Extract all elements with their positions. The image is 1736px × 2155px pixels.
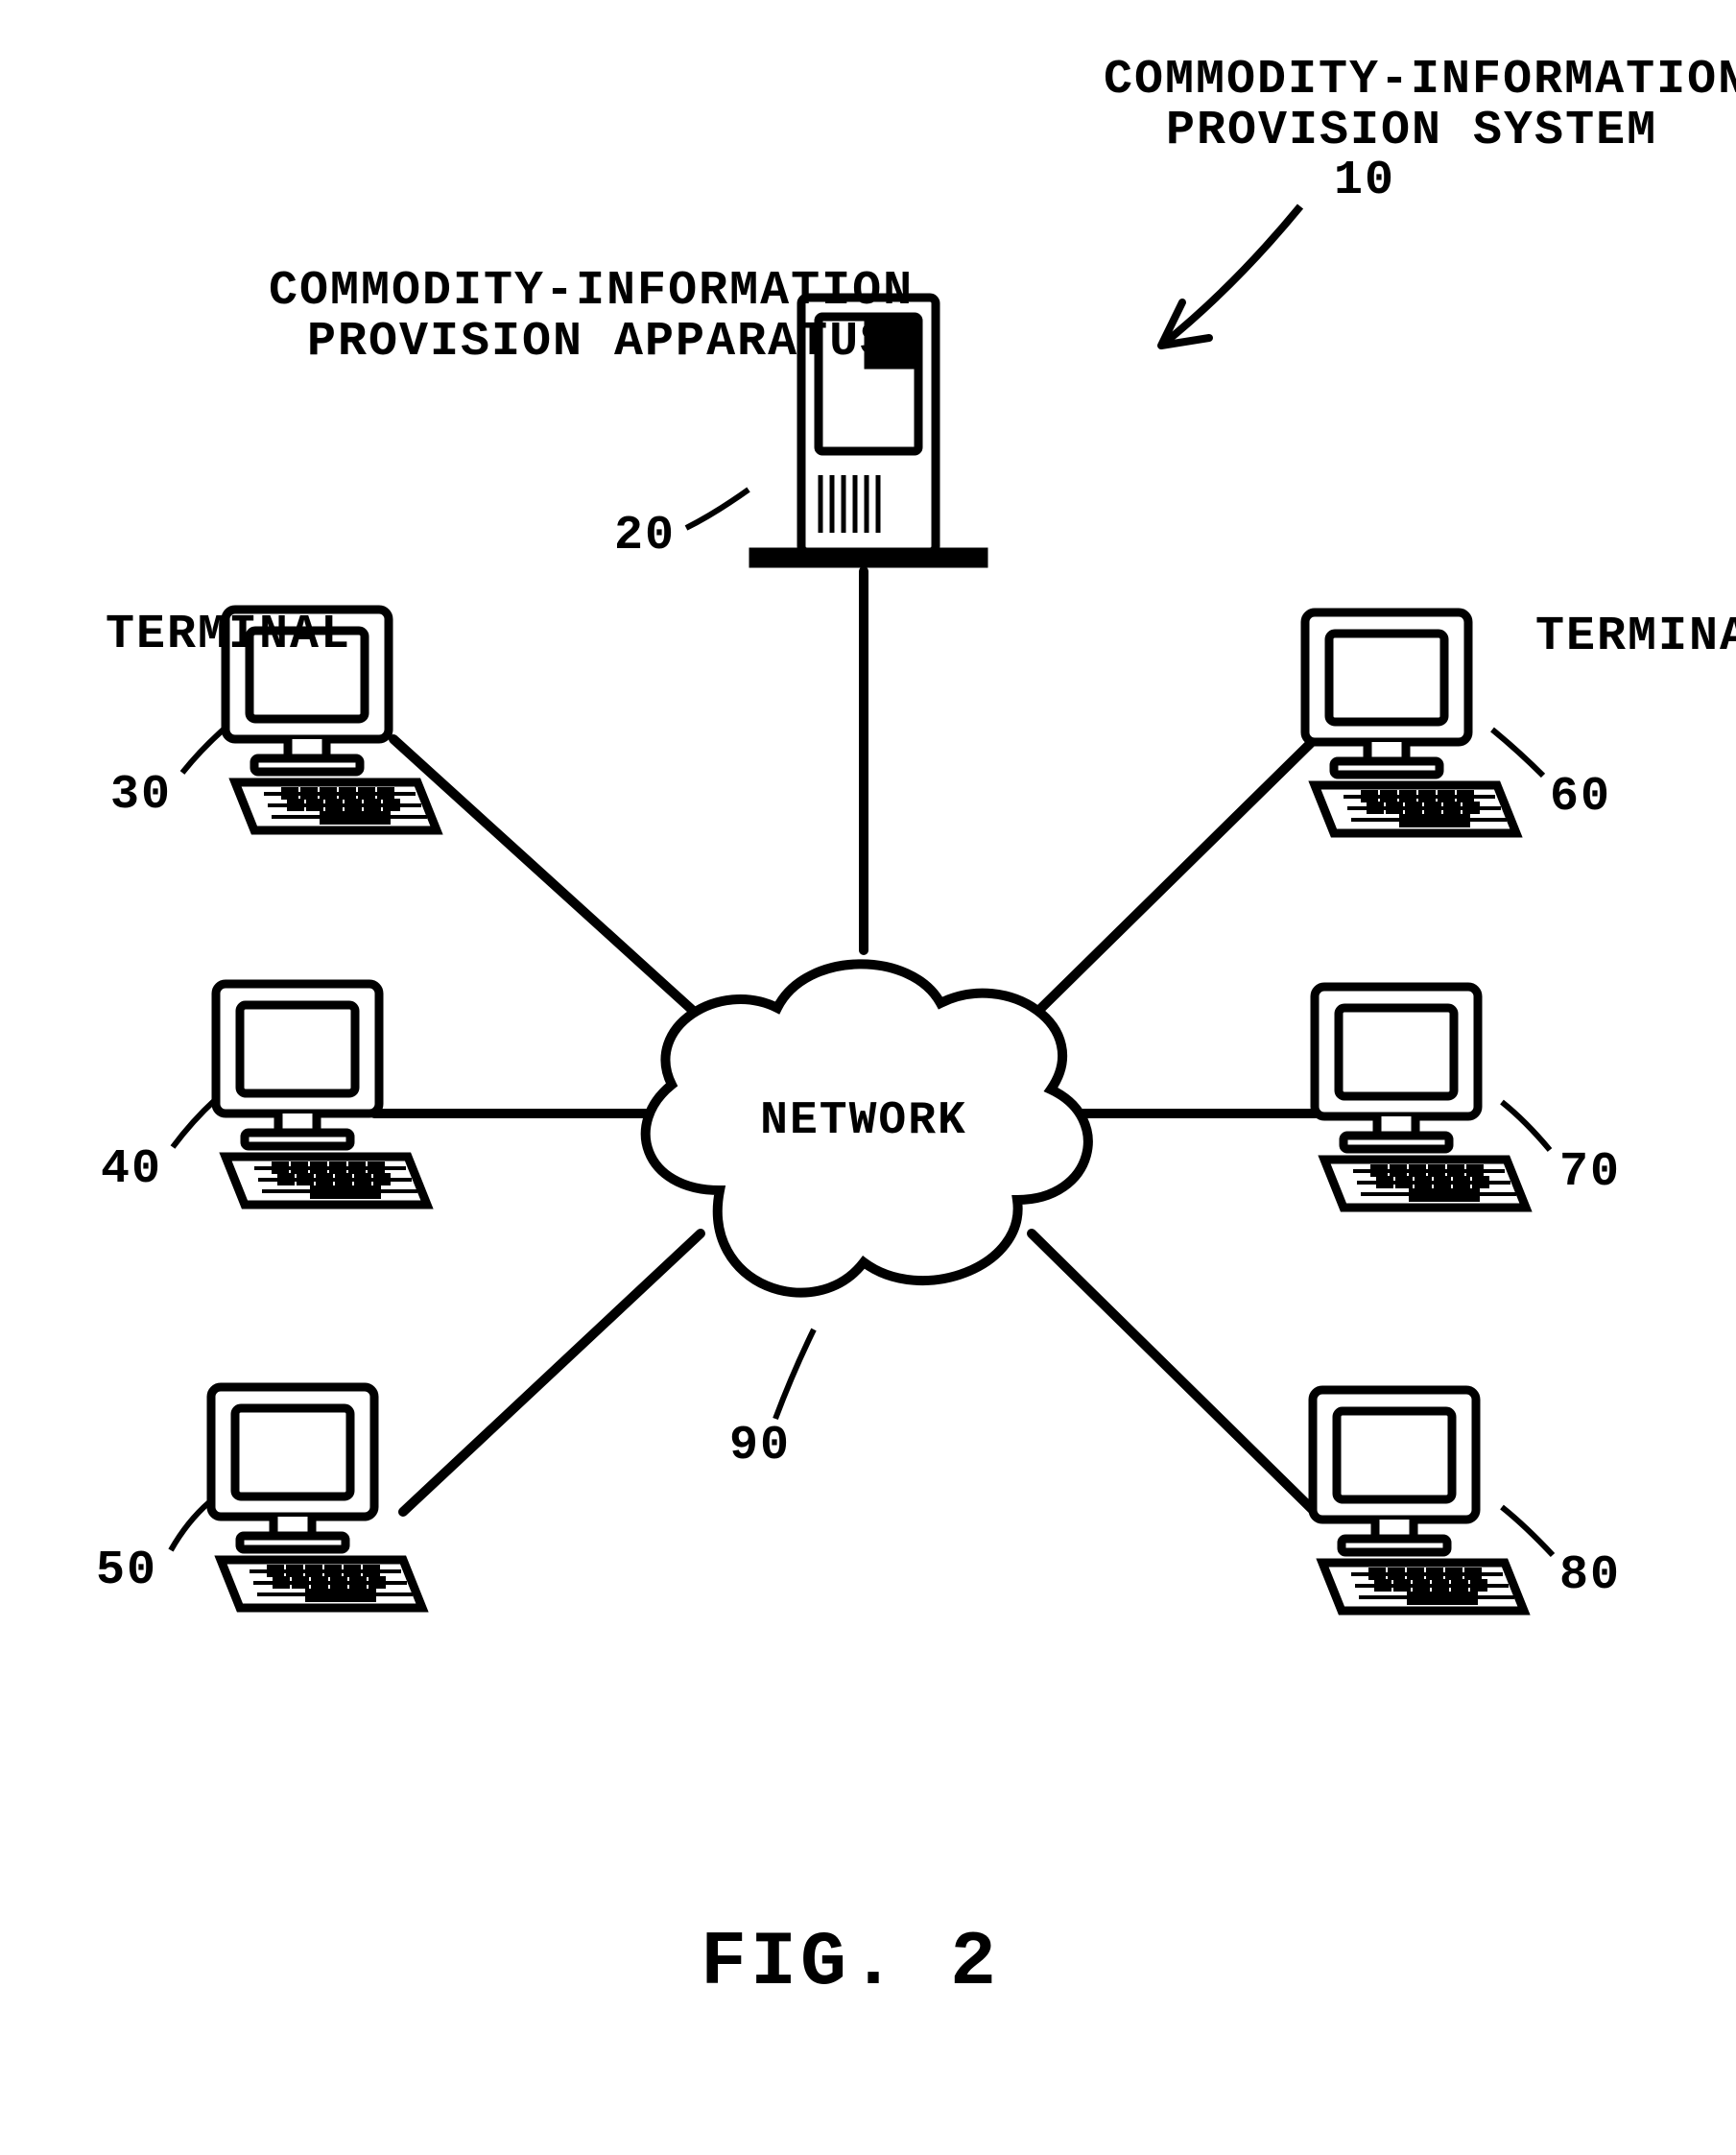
apparatus-label-line1: COMMODITY-INFORMATION	[269, 264, 914, 319]
network-label: NETWORK	[760, 1095, 967, 1147]
terminal-80-number: 80	[1559, 1548, 1621, 1603]
terminal-80-icon	[1284, 1371, 1534, 1620]
system-number: 10	[1334, 154, 1395, 208]
system-label-line1: COMMODITY-INFORMATION	[1104, 53, 1736, 108]
terminal-label-right: TERMINAL	[1535, 610, 1736, 664]
terminal-70-number: 70	[1559, 1145, 1621, 1200]
apparatus-label-line2: PROVISION APPARATUS	[307, 315, 891, 370]
figure-caption: FIG. 2	[701, 1920, 1000, 2007]
system-label-line2: PROVISION SYSTEM	[1166, 104, 1657, 158]
terminal-30-number: 30	[110, 768, 172, 823]
terminal-60-number: 60	[1550, 770, 1611, 825]
terminal-40-number: 40	[101, 1142, 162, 1197]
terminal-60-icon	[1276, 593, 1526, 843]
network-cloud: NETWORK	[614, 922, 1113, 1334]
terminal-50-number: 50	[96, 1544, 157, 1598]
network-number: 90	[729, 1419, 791, 1473]
terminal-label-left: TERMINAL	[106, 608, 351, 662]
apparatus-number: 20	[614, 509, 676, 563]
terminal-50-icon	[182, 1368, 432, 1617]
terminal-70-icon	[1286, 968, 1535, 1217]
terminal-40-icon	[187, 965, 437, 1214]
